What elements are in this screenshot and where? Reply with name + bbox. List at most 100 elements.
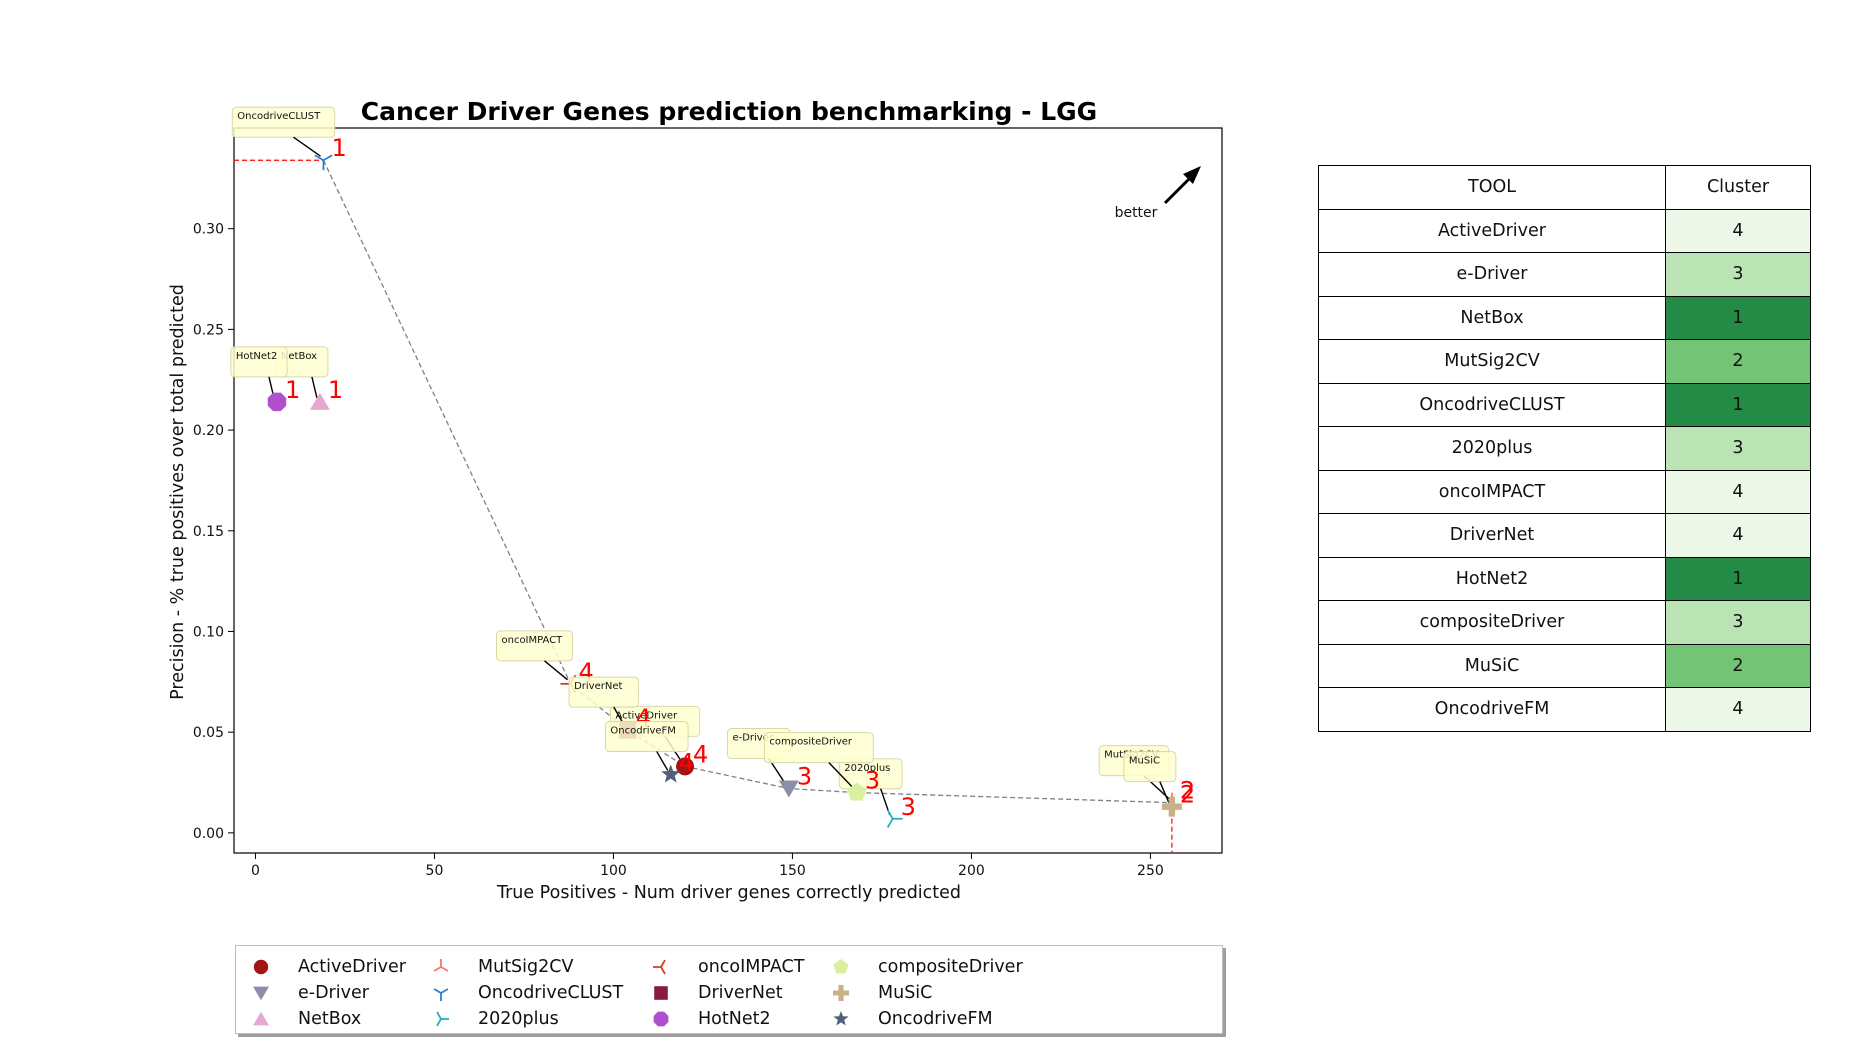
cluster-value-cell: 3 <box>1665 426 1811 471</box>
cluster-value-cell: 3 <box>1665 600 1811 645</box>
cluster-value-cell: 1 <box>1665 382 1811 427</box>
x-tick-label: 0 <box>251 863 260 879</box>
tool-name-cell: DriverNet <box>1318 513 1666 558</box>
point-label: NetBox <box>281 351 317 362</box>
point-marker <box>267 392 287 412</box>
point-label-arrow <box>544 660 568 681</box>
data-point: OncodriveFM 4 <box>604 720 694 783</box>
pareto-front-line <box>322 159 1172 804</box>
cluster-table: TOOL Cluster ActiveDriver 4 e-Driver 3 NetBo… <box>1318 165 1811 732</box>
header-cluster: Cluster <box>1665 165 1811 210</box>
cluster-number: 3 <box>865 767 880 795</box>
table-header-row: TOOL Cluster <box>1318 165 1811 210</box>
cluster-number: 2 <box>1180 777 1195 805</box>
y-tick-label: 0.15 <box>193 524 224 540</box>
y-tick-label: 0.30 <box>193 222 224 238</box>
legend-label: OncodriveCLUST <box>478 983 624 1003</box>
tool-name-cell: OncodriveFM <box>1318 687 1666 732</box>
legend-item: OncodriveCLUST <box>426 980 623 1006</box>
legend-label: MutSig2CV <box>478 957 574 977</box>
legend-label: oncoIMPACT <box>698 957 805 977</box>
point-label-arrow <box>1159 781 1170 803</box>
point-label: DriverNet <box>574 681 622 692</box>
point-label-box <box>568 676 639 708</box>
y-tick-label: 0.20 <box>193 423 224 439</box>
point-label: OncodriveCLUST <box>237 111 321 122</box>
legend-label: DriverNet <box>698 983 783 1003</box>
tool-name-cell: MutSig2CV <box>1318 339 1666 384</box>
cluster-number: 1 <box>285 376 300 404</box>
legend-item: NetBox <box>246 1006 361 1032</box>
point-label: MuSiC <box>1129 756 1160 767</box>
tool-name-cell: ActiveDriver <box>1318 208 1666 253</box>
plot-area: 0 50 100 150 200 250 0.00 0.05 0.10 0.15 0.20 0.25 0… <box>193 106 1223 879</box>
point-label: e-Driver <box>732 733 773 744</box>
cluster-table-body: ActiveDriver 4 e-Driver 3 NetBox 1 MutSig2CV 2 O… <box>1318 208 1811 732</box>
point-marker <box>1161 796 1182 817</box>
cluster-value-cell: 2 <box>1665 339 1811 384</box>
cluster-value-cell: 3 <box>1665 252 1811 297</box>
cluster-value-cell: 4 <box>1665 208 1811 253</box>
point-marker <box>661 764 681 783</box>
y-tick-label: 0.00 <box>193 826 224 842</box>
legend-marker-icon <box>653 1011 669 1027</box>
legend-label: 2020plus <box>478 1009 559 1029</box>
point-label: compositeDriver <box>769 737 853 748</box>
y-axis-label: Precision - % true positives over total … <box>168 284 188 700</box>
x-tick-label: 100 <box>600 863 627 879</box>
legend-marker-icon <box>833 959 849 974</box>
chart-title: Cancer Driver Genes prediction benchmark… <box>361 97 1097 126</box>
legend-item: ActiveDriver <box>246 954 406 980</box>
tool-name-cell: MuSiC <box>1318 643 1666 688</box>
legend-marker-icon <box>253 1011 269 1026</box>
cluster-number: 3 <box>901 793 916 821</box>
cluster-number: 1 <box>328 376 343 404</box>
legend-item: MutSig2CV <box>426 954 573 980</box>
x-tick-label: 200 <box>958 863 985 879</box>
table-row: OncodriveFM 4 <box>1318 687 1811 732</box>
y-tick-label: 0.25 <box>193 322 224 338</box>
legend-item: DriverNet <box>646 980 783 1006</box>
table-row: OncodriveCLUST 1 <box>1318 382 1811 427</box>
tool-name-cell: NetBox <box>1318 295 1666 340</box>
legend-item: compositeDriver <box>826 954 1023 980</box>
tool-name-cell: 2020plus <box>1318 426 1666 471</box>
point-label: OncodriveFM <box>610 725 676 736</box>
legend-item: e-Driver <box>246 980 369 1006</box>
legend-marker-icon <box>253 986 269 1001</box>
x-tick-label: 50 <box>426 863 444 879</box>
point-marker <box>314 154 333 171</box>
table-row: ActiveDriver 4 <box>1318 208 1811 253</box>
table-row: DriverNet 4 <box>1318 513 1811 558</box>
cluster-value-cell: 2 <box>1665 643 1811 688</box>
x-axis-label: True Positives - Num driver genes correc… <box>496 883 961 903</box>
point-label-arrow <box>828 762 855 790</box>
point-marker <box>886 809 903 828</box>
data-point: NetBox 1 <box>275 346 343 410</box>
cluster-number: 4 <box>679 748 694 776</box>
tool-name-cell: oncoIMPACT <box>1318 469 1666 514</box>
chart-legend: ActiveDriver e-Driver NetBox MutSig2CV Oncod… <box>235 945 1223 1034</box>
tool-name-cell: OncodriveCLUST <box>1318 382 1666 427</box>
tool-name-cell: compositeDriver <box>1318 600 1666 645</box>
legend-item: oncoIMPACT <box>646 954 804 980</box>
point-label-box <box>230 346 288 378</box>
legend-marker-icon <box>253 959 269 975</box>
table-row: 2020plus 3 <box>1318 426 1811 471</box>
cluster-number: 1 <box>331 134 346 162</box>
legend-marker-icon <box>654 986 668 1000</box>
legend-label: HotNet2 <box>698 1009 771 1029</box>
x-tick-label: 150 <box>779 863 806 879</box>
point-marker <box>778 780 799 798</box>
cluster-number: 4 <box>693 740 708 768</box>
point-label: 2020plus <box>844 763 890 774</box>
legend-item: MuSiC <box>826 980 932 1006</box>
legend-marker-icon <box>436 1011 449 1027</box>
table-row: MuSiC 2 <box>1318 643 1811 688</box>
cluster-number: 3 <box>797 763 812 791</box>
better-annotation: better <box>1115 205 1158 221</box>
legend-label: OncodriveFM <box>878 1009 993 1029</box>
table-row: NetBox 1 <box>1318 295 1811 340</box>
point-label-box <box>763 732 874 764</box>
